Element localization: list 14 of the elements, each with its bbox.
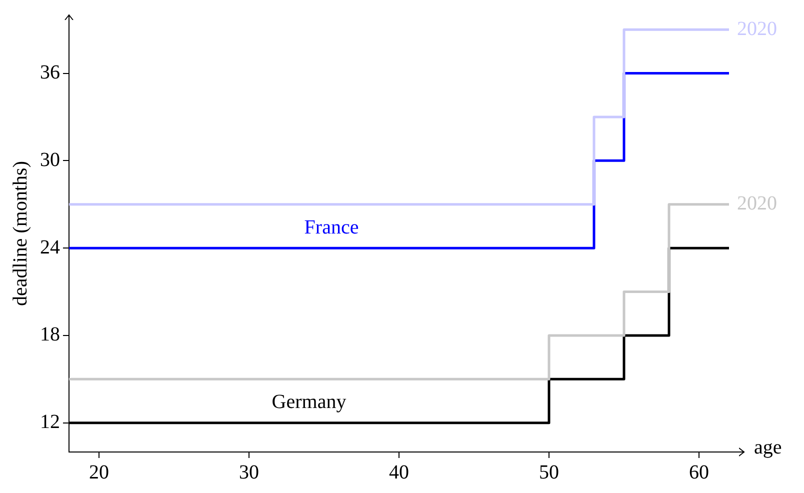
y-tick-label: 12	[40, 411, 60, 434]
series-label: Germany	[272, 391, 346, 414]
y-axis-title: deadline (months)	[9, 161, 32, 306]
y-tick-label: 36	[40, 62, 60, 84]
x-tick-label: 60	[689, 461, 709, 484]
y-tick-label: 24	[40, 236, 60, 258]
x-tick-label: 30	[239, 461, 259, 484]
series-label: France	[304, 216, 359, 238]
x-axis-title: age	[754, 436, 782, 458]
y-tick-label: 30	[40, 148, 60, 171]
x-tick-label: 40	[389, 461, 409, 484]
x-tick-label: 20	[89, 461, 109, 484]
y-tick-label: 18	[40, 324, 60, 346]
x-tick-label: 50	[539, 461, 559, 484]
